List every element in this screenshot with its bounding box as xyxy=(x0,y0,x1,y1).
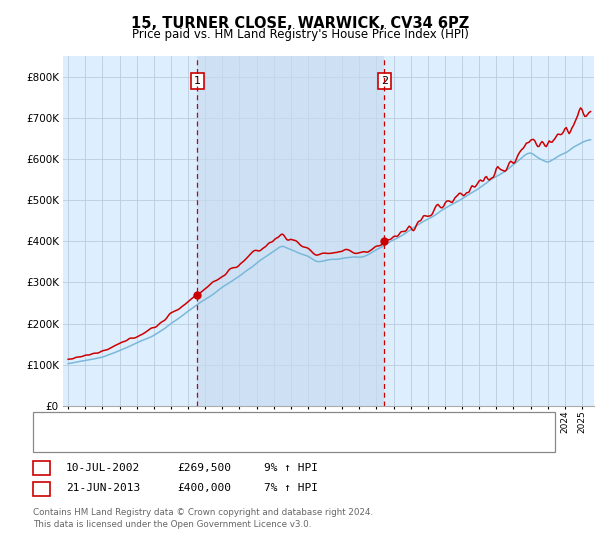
Text: Price paid vs. HM Land Registry's House Price Index (HPI): Price paid vs. HM Land Registry's House … xyxy=(131,28,469,41)
Text: £400,000: £400,000 xyxy=(177,483,231,493)
Text: 7% ↑ HPI: 7% ↑ HPI xyxy=(264,483,318,493)
Text: Contains HM Land Registry data © Crown copyright and database right 2024.
This d: Contains HM Land Registry data © Crown c… xyxy=(33,508,373,529)
Text: 21-JUN-2013: 21-JUN-2013 xyxy=(66,483,140,493)
Bar xyxy=(197,56,385,406)
Text: 10-JUL-2002: 10-JUL-2002 xyxy=(66,463,140,473)
Text: HPI: Average price, detached house, Warwick: HPI: Average price, detached house, Warw… xyxy=(80,436,328,446)
Text: £269,500: £269,500 xyxy=(177,463,231,473)
Text: 1: 1 xyxy=(38,463,45,473)
Text: 15, TURNER CLOSE, WARWICK, CV34 6PZ: 15, TURNER CLOSE, WARWICK, CV34 6PZ xyxy=(131,16,469,31)
Text: 15, TURNER CLOSE, WARWICK, CV34 6PZ (detached house): 15, TURNER CLOSE, WARWICK, CV34 6PZ (det… xyxy=(80,418,405,428)
Text: 1: 1 xyxy=(194,76,201,86)
Text: 9% ↑ HPI: 9% ↑ HPI xyxy=(264,463,318,473)
Text: 2: 2 xyxy=(38,483,45,493)
Text: 2: 2 xyxy=(381,76,388,86)
